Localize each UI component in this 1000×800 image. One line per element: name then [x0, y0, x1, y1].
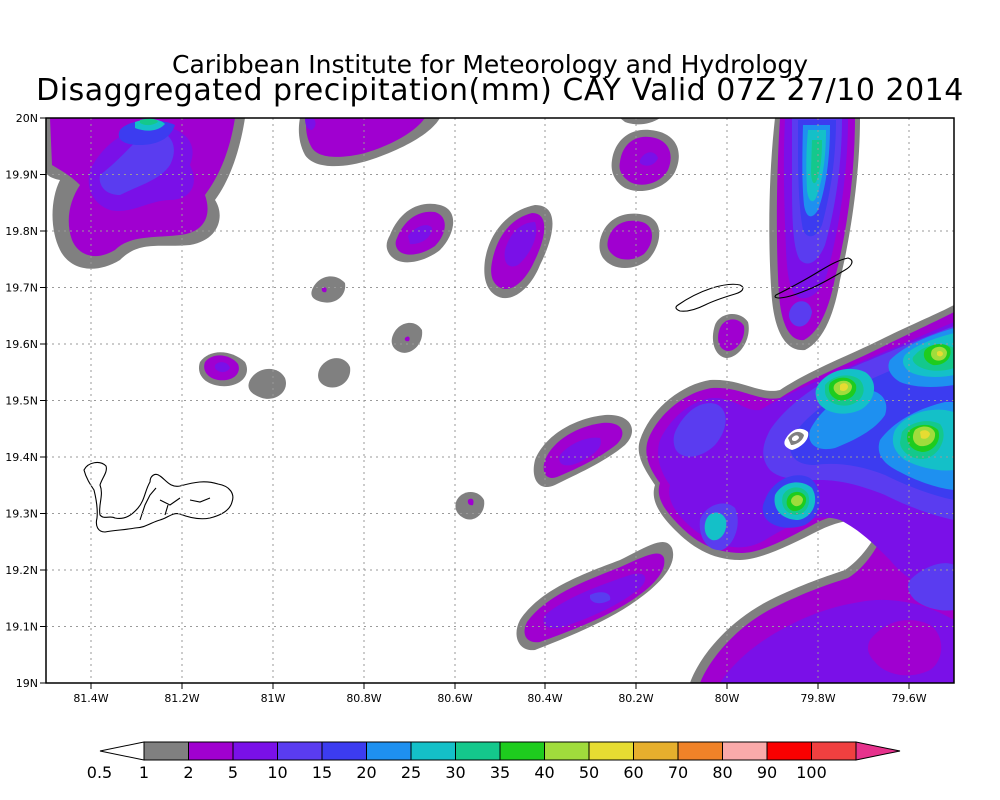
- precip-cell-small-5: [198, 352, 248, 387]
- colorbar-label: 100: [796, 763, 827, 782]
- colorbar-label: 1: [139, 763, 149, 782]
- colorbar-label: 80: [712, 763, 732, 782]
- colorbar-label: 35: [490, 763, 510, 782]
- colorbar-cell: [722, 741, 768, 761]
- lon-label: 80.2W: [618, 692, 653, 705]
- colorbar-label: 25: [401, 763, 421, 782]
- colorbar-label: 90: [757, 763, 777, 782]
- colorbar-cell: [321, 741, 367, 761]
- map-title-institute: Caribbean Institute for Meteorology and …: [172, 50, 808, 79]
- colorbar-cell: [366, 741, 412, 761]
- colorbar-cell: [188, 741, 234, 761]
- grand-cayman-outline: [83, 461, 234, 533]
- colorbar: 0.5 1 2 5 10 15 20 25 30 35 40 50 60 70 80 90 100: [87, 741, 901, 782]
- colorbar-label: 70: [668, 763, 688, 782]
- colorbar-cell: [232, 741, 278, 761]
- precip-cell-small-4: [599, 213, 660, 269]
- colorbar-arrow-right: [855, 741, 901, 761]
- lat-label: 19.3N: [5, 508, 38, 521]
- colorbar-cell: [811, 741, 857, 761]
- lon-label: 80.4W: [527, 692, 562, 705]
- colorbar-label: 0.5: [87, 763, 112, 782]
- colorbar-cell: [499, 741, 545, 761]
- lat-label: 19N: [16, 677, 38, 690]
- colorbar-cell: [455, 741, 501, 761]
- colorbar-cell: [544, 741, 590, 761]
- lon-label: 81.2W: [164, 692, 199, 705]
- precip-cell-small-9: [712, 314, 749, 358]
- lat-label: 19.1N: [5, 621, 38, 634]
- precip-cell-small-3: [611, 118, 679, 192]
- colorbar-cell: [766, 741, 812, 761]
- precip-cell-small-2: [484, 205, 553, 299]
- colorbar-label: 50: [579, 763, 599, 782]
- precipitation-field: [46, 118, 954, 683]
- colorbar-cell: [677, 741, 723, 761]
- colorbar-label: 60: [623, 763, 643, 782]
- colorbar-label: 5: [228, 763, 238, 782]
- precip-cell-northeast-column: [769, 118, 860, 351]
- lat-label: 19.4N: [5, 451, 38, 464]
- colorbar-cell: [143, 741, 189, 761]
- map-title-product: Disaggregated precipitation(mm) CAY Vali…: [36, 73, 964, 108]
- lon-label: 81W: [261, 692, 286, 705]
- lat-label: 19.8N: [5, 225, 38, 238]
- colorbar-label: 40: [534, 763, 554, 782]
- colorbar-cell: [410, 741, 456, 761]
- colorbar-cells: [143, 741, 857, 761]
- cayman-brac-outline: [774, 257, 853, 299]
- lon-label: 80.6W: [437, 692, 472, 705]
- lon-label: 79.6W: [891, 692, 926, 705]
- colorbar-labels: 0.5 1 2 5 10 15 20 25 30 35 40 50 60 70 80 90 100: [87, 763, 827, 782]
- lat-label: 19.2N: [5, 564, 38, 577]
- precip-cell-small-8: [533, 414, 633, 488]
- precip-cell-southwest-band: [516, 541, 674, 651]
- precip-cell-small-1: [386, 203, 454, 263]
- lon-label: 81.4W: [73, 692, 108, 705]
- lon-label: 79.8W: [800, 692, 835, 705]
- lon-label: 80W: [715, 692, 740, 705]
- colorbar-arrow-left: [99, 741, 145, 761]
- graticule: [46, 118, 954, 683]
- precip-cell-north-center: [298, 118, 440, 167]
- precip-cell-southeast-complex: [638, 305, 954, 683]
- colorbar-cell: [633, 741, 679, 761]
- lat-label: 20N: [16, 112, 38, 125]
- lat-label: 19.6N: [5, 338, 38, 351]
- lat-label: 19.5N: [5, 395, 38, 408]
- colorbar-cell: [588, 741, 634, 761]
- lat-label: 19.9N: [5, 169, 38, 182]
- colorbar-label: 20: [356, 763, 376, 782]
- precip-cell-southeast-lower: [907, 563, 954, 611]
- colorbar-label: 2: [183, 763, 193, 782]
- latitude-labels: 20N 19.9N 19.8N 19.7N 19.6N 19.5N 19.4N …: [5, 112, 38, 690]
- lat-label: 19.7N: [5, 282, 38, 295]
- colorbar-label: 15: [312, 763, 332, 782]
- little-cayman-outline: [675, 283, 744, 312]
- colorbar-cell: [277, 741, 323, 761]
- precip-cell-northwest: [46, 118, 245, 269]
- precip-cell-small-6: [248, 276, 423, 399]
- axis-ticks: [40, 117, 910, 689]
- precip-cell-small-7: [455, 491, 485, 520]
- colorbar-label: 10: [267, 763, 287, 782]
- longitude-labels: 81.4W 81.2W 81W 80.8W 80.6W 80.4W 80.2W …: [73, 692, 926, 705]
- colorbar-label: 30: [445, 763, 465, 782]
- lon-label: 80.8W: [346, 692, 381, 705]
